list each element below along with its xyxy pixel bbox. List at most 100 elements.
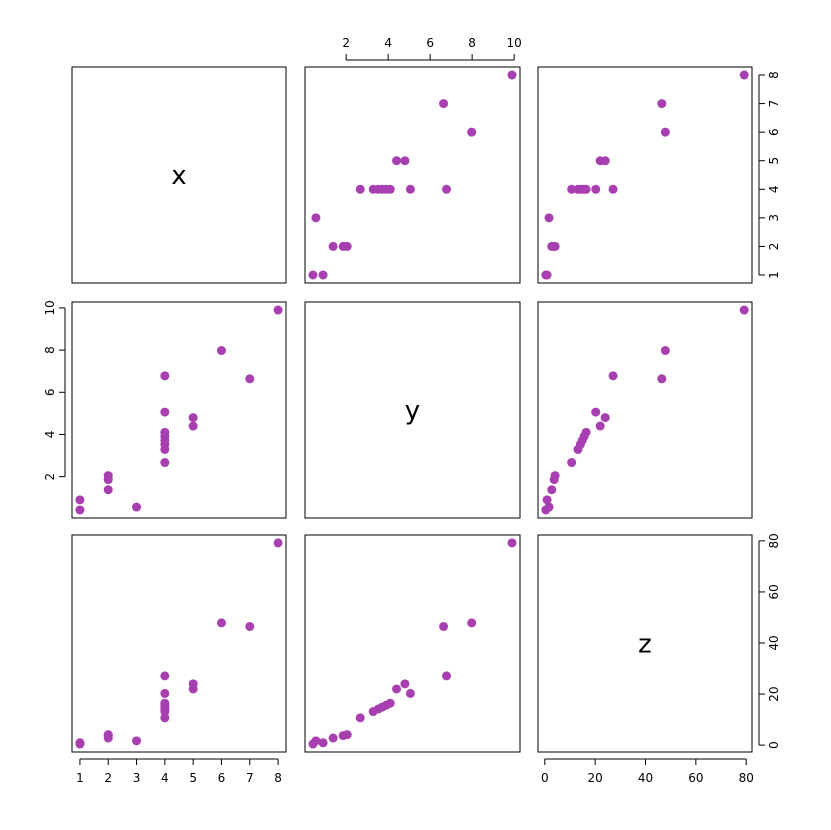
point <box>355 713 365 723</box>
point <box>600 156 610 166</box>
point <box>103 730 113 740</box>
x-tick-label: 5 <box>189 771 197 785</box>
point <box>308 270 318 280</box>
point <box>507 70 517 80</box>
x-tick-label: 2 <box>104 771 112 785</box>
x-tick-label: 80 <box>739 771 754 785</box>
y-tick-label: 4 <box>767 185 781 193</box>
point <box>442 184 452 194</box>
point <box>245 621 255 631</box>
x-tick-label: 6 <box>426 36 434 50</box>
y-tick-label: 3 <box>767 214 781 222</box>
point <box>544 213 554 223</box>
x-tick-label: 10 <box>506 36 521 50</box>
point <box>581 427 591 437</box>
point <box>328 241 338 251</box>
point <box>547 485 557 495</box>
y-tick-label: 2 <box>767 243 781 251</box>
point <box>311 736 321 746</box>
point <box>392 684 402 694</box>
x-tick-label: 40 <box>638 771 653 785</box>
point <box>439 99 449 109</box>
point <box>103 471 113 481</box>
point <box>581 184 591 194</box>
point <box>660 346 670 356</box>
point <box>216 618 226 628</box>
x-tick-label: 2 <box>342 36 350 50</box>
point <box>132 736 142 746</box>
panel <box>71 66 287 284</box>
x-tick-label: 8 <box>274 771 282 785</box>
point <box>392 156 402 166</box>
y-tick-label: 1 <box>767 271 781 279</box>
x-tick-label: 4 <box>161 771 169 785</box>
point <box>400 679 410 689</box>
point <box>591 407 601 417</box>
variable-label: z <box>638 630 652 660</box>
panel <box>304 301 521 519</box>
y-tick-label: 7 <box>767 100 781 108</box>
point <box>595 421 605 431</box>
y-tick-label: 40 <box>767 635 781 650</box>
point <box>318 738 328 748</box>
point <box>550 241 560 251</box>
panel <box>537 534 753 753</box>
point <box>608 184 618 194</box>
point <box>544 502 554 512</box>
point <box>188 421 198 431</box>
x-tick-label: 6 <box>218 771 226 785</box>
point <box>216 346 226 356</box>
point <box>608 371 618 381</box>
point <box>273 305 283 315</box>
point <box>385 184 395 194</box>
y-tick-label: 80 <box>767 533 781 548</box>
point <box>160 671 170 681</box>
point <box>660 127 670 137</box>
panel <box>71 534 287 753</box>
panel <box>304 534 521 753</box>
point <box>311 213 321 223</box>
point <box>160 713 170 723</box>
y-tick-label: 2 <box>43 473 57 481</box>
point <box>328 733 338 743</box>
point <box>75 738 85 748</box>
point <box>739 70 749 80</box>
x-tick-label: 60 <box>688 771 703 785</box>
y-tick-label: 60 <box>767 584 781 599</box>
point <box>657 99 667 109</box>
point <box>405 184 415 194</box>
point <box>188 413 198 423</box>
panel <box>537 301 753 519</box>
x-tick-label: 0 <box>541 771 549 785</box>
point <box>160 427 170 437</box>
point <box>507 538 517 548</box>
point <box>160 371 170 381</box>
point <box>442 671 452 681</box>
point <box>405 688 415 698</box>
point <box>355 184 365 194</box>
point <box>160 407 170 417</box>
x-tick-label: 3 <box>133 771 141 785</box>
x-tick-label: 20 <box>588 771 603 785</box>
y-tick-label: 6 <box>767 128 781 136</box>
y-tick-label: 0 <box>767 741 781 749</box>
point <box>103 485 113 495</box>
point <box>160 688 170 698</box>
point <box>567 184 577 194</box>
panel <box>537 66 753 284</box>
y-tick-label: 8 <box>767 71 781 79</box>
point <box>385 698 395 708</box>
x-tick-label: 1 <box>76 771 84 785</box>
variable-label: y <box>405 396 420 426</box>
variable-label: x <box>171 161 186 191</box>
x-tick-label: 4 <box>384 36 392 50</box>
x-tick-label: 7 <box>246 771 254 785</box>
point <box>188 679 198 689</box>
panel <box>71 301 287 519</box>
y-tick-label: 6 <box>43 388 57 396</box>
point <box>467 127 477 137</box>
point <box>160 458 170 468</box>
point <box>657 374 667 384</box>
point <box>75 495 85 505</box>
